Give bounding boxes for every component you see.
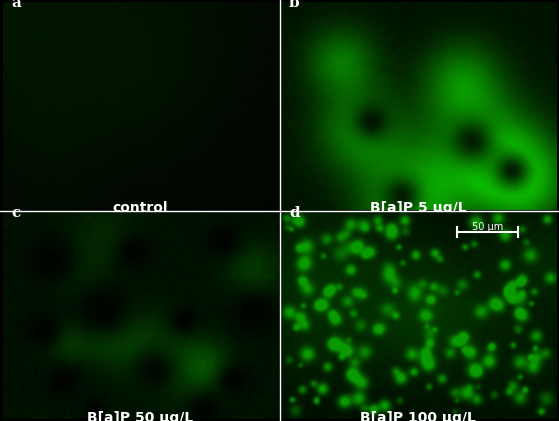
Text: 50 μm: 50 μm xyxy=(472,222,503,232)
Text: B[a]P 100 μg/L: B[a]P 100 μg/L xyxy=(361,410,476,421)
Text: control: control xyxy=(113,201,168,216)
Text: c: c xyxy=(11,205,20,220)
Text: B[a]P 50 μg/L: B[a]P 50 μg/L xyxy=(87,410,194,421)
Text: a: a xyxy=(11,0,21,11)
Text: d: d xyxy=(289,205,300,220)
Text: B[a]P 5 μg/L: B[a]P 5 μg/L xyxy=(370,201,467,216)
Text: b: b xyxy=(289,0,300,11)
